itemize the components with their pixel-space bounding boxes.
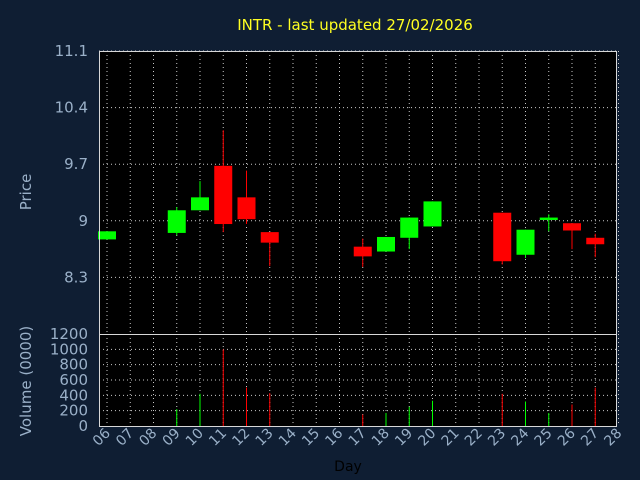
- x-axis-label: Day: [334, 459, 362, 475]
- x-axis-ticks: 06 07 08 09 10 11 12 13 14 15 16 17 18 19 20 21 22 23 24 25…: [90, 425, 625, 449]
- candle-body: [353, 246, 372, 257]
- candles: [98, 130, 605, 267]
- candle-body: [237, 197, 256, 220]
- candle-body: [563, 223, 581, 231]
- candle-body: [400, 217, 419, 238]
- candle-body: [539, 217, 558, 220]
- candle-09: [167, 207, 186, 236]
- price-tick-label: 9.7: [64, 155, 88, 173]
- candle-body: [191, 197, 209, 211]
- candle-23: [493, 212, 512, 265]
- candle-body: [260, 232, 279, 243]
- candle-11: [214, 130, 233, 233]
- volume-bars: [176, 349, 596, 426]
- volume-tick-label: 600: [59, 371, 88, 389]
- candle-body: [586, 237, 605, 245]
- volume-plot-frame: [99, 334, 617, 427]
- volume-tick-label: 0: [78, 417, 88, 435]
- candle-body: [377, 236, 395, 252]
- volume-tick-label: 400: [59, 386, 88, 404]
- price-plot-area: [99, 51, 616, 334]
- candle-19: [400, 217, 419, 250]
- candle-body: [98, 231, 116, 240]
- candle-25: [539, 214, 558, 232]
- candle-06: [98, 231, 116, 240]
- candle-27: [586, 233, 605, 258]
- price-tick-label: 9: [78, 212, 88, 230]
- volume-axis-label: Volume (0000): [17, 326, 35, 436]
- candle-20: [423, 201, 442, 227]
- volume-plot-area: [99, 334, 616, 426]
- volume-tick-label: 1200: [50, 325, 88, 343]
- candle-10: [191, 181, 209, 211]
- price-tick-label: 11.1: [55, 42, 88, 60]
- candle-body: [516, 229, 535, 255]
- volume-tick-label: 1000: [50, 340, 88, 358]
- price-y-ticks: 11.1 10.4 9.7 9 8.3: [55, 42, 88, 286]
- price-tick-label: 10.4: [55, 99, 88, 117]
- candle-body: [493, 212, 512, 262]
- candle-body: [167, 210, 186, 233]
- price-axis-label: Price: [17, 174, 35, 211]
- candle-12: [237, 170, 256, 225]
- candle-17: [353, 238, 372, 267]
- candle-13: [260, 232, 279, 267]
- candle-26: [563, 223, 581, 250]
- volume-tick-label: 800: [59, 356, 88, 374]
- price-tick-label: 8.3: [64, 268, 88, 286]
- candle-body: [423, 201, 442, 227]
- volume-tick-label: 200: [59, 402, 88, 420]
- chart-title: INTR - last updated 27/02/2026: [237, 16, 473, 34]
- candle-24: [516, 229, 535, 258]
- candle-18: [377, 236, 395, 252]
- candle-body: [214, 165, 233, 225]
- price-panel: 11.1 10.4 9.7 9 8.3 Price: [17, 42, 619, 335]
